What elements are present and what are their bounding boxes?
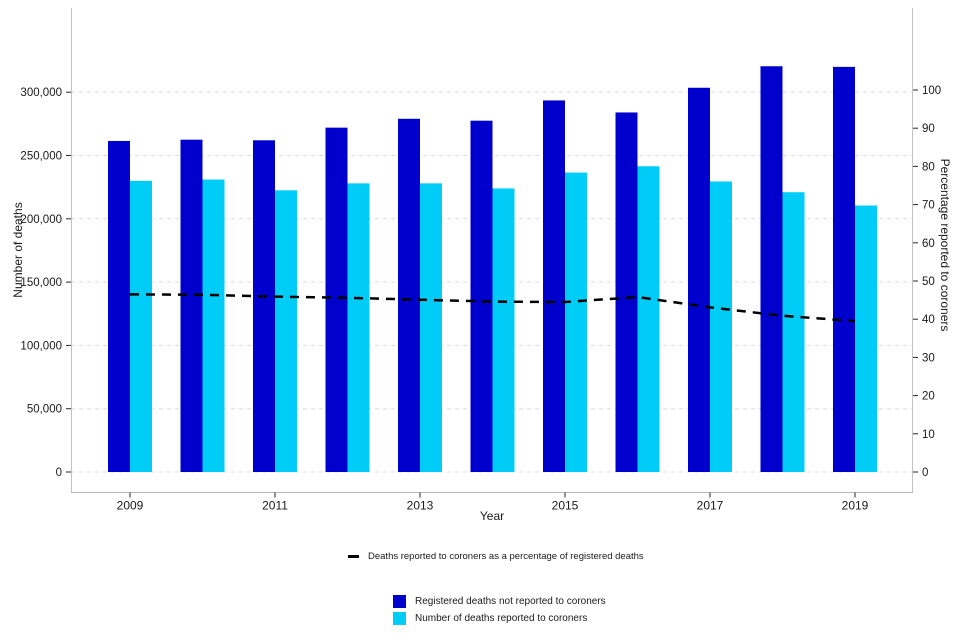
bar-reported-2017 xyxy=(710,181,732,472)
y-right-tick-label: 100 xyxy=(922,85,941,97)
bar-reported-2013 xyxy=(420,183,442,473)
cyan-swatch-icon xyxy=(393,612,406,625)
y-right-tick-label: 80 xyxy=(922,161,935,173)
y-left-tick-label: 0 xyxy=(56,467,62,479)
y-right-tick-label: 0 xyxy=(922,467,928,479)
bar-not-reported-2009 xyxy=(108,140,130,473)
bar-not-reported-2018 xyxy=(760,66,783,472)
y-axis-title-left: Number of deaths xyxy=(11,202,25,298)
y-right-tick-label: 70 xyxy=(922,200,935,212)
bar-not-reported-2016 xyxy=(615,112,638,473)
bar-not-reported-2012 xyxy=(325,127,348,472)
y-right-tick-label: 40 xyxy=(922,314,935,326)
bar-reported-2018 xyxy=(782,192,805,473)
x-axis-title: Year xyxy=(479,509,505,523)
x-tick-label: 2019 xyxy=(842,499,869,513)
bar-reported-2014 xyxy=(492,188,515,472)
x-tick-label: 2011 xyxy=(262,499,288,513)
y-right-tick-label: 90 xyxy=(922,123,935,135)
legend-not-reported-label: Registered deaths not reported to corone… xyxy=(415,596,606,607)
legend-reported-label: Number of deaths reported to coroners xyxy=(415,613,588,624)
bar-not-reported-2010 xyxy=(180,139,203,473)
y-right-tick-label: 50 xyxy=(922,276,935,288)
y-axis-title-right: Percentage reported to coroners xyxy=(938,158,952,332)
y-left-tick-label: 100,000 xyxy=(20,340,62,352)
y-left-tick-label: 250,000 xyxy=(20,151,62,163)
bar-reported-2016 xyxy=(637,166,660,473)
legend-percentage-line: Deaths reported to coroners as a percent… xyxy=(348,551,644,562)
y-right-tick-label: 20 xyxy=(922,391,935,403)
y-left-tick-label: 200,000 xyxy=(20,214,62,226)
y-left-tick-label: 300,000 xyxy=(20,87,62,99)
x-tick-label: 2013 xyxy=(407,499,434,513)
x-tick-label: 2015 xyxy=(552,499,579,513)
x-tick-label: 2017 xyxy=(697,499,724,513)
y-right-tick-label: 60 xyxy=(922,238,935,250)
y-left-tick-label: 150,000 xyxy=(20,277,62,289)
bar-not-reported-2014 xyxy=(470,120,493,472)
bar-reported-2010 xyxy=(202,179,225,472)
dark-blue-swatch-icon xyxy=(393,595,406,608)
bar-not-reported-2013 xyxy=(398,118,420,472)
percentage-line xyxy=(129,293,856,323)
y-left-tick-label: 50,000 xyxy=(27,404,62,416)
bar-reported-2009 xyxy=(130,180,152,472)
bar-not-reported-2015 xyxy=(543,100,565,472)
bar-not-reported-2017 xyxy=(688,87,710,473)
bar-not-reported-2019 xyxy=(833,66,855,472)
legend-bars: Registered deaths not reported to corone… xyxy=(393,595,606,625)
legend-row-not-reported: Registered deaths not reported to corone… xyxy=(393,595,606,608)
legend-row-reported: Number of deaths reported to coroners xyxy=(393,612,606,625)
x-tick-label: 2009 xyxy=(117,499,144,513)
bar-reported-2019 xyxy=(855,205,877,472)
legend-percentage-line-label: Deaths reported to coroners as a percent… xyxy=(368,551,644,562)
bar-reported-2011 xyxy=(275,190,297,472)
bar-reported-2012 xyxy=(347,183,370,473)
y-right-tick-label: 10 xyxy=(922,429,935,441)
bar-reported-2015 xyxy=(565,172,587,472)
y-right-tick-label: 30 xyxy=(922,352,935,364)
bar-not-reported-2011 xyxy=(253,140,275,473)
dashed-line-legend-icon xyxy=(348,555,359,558)
